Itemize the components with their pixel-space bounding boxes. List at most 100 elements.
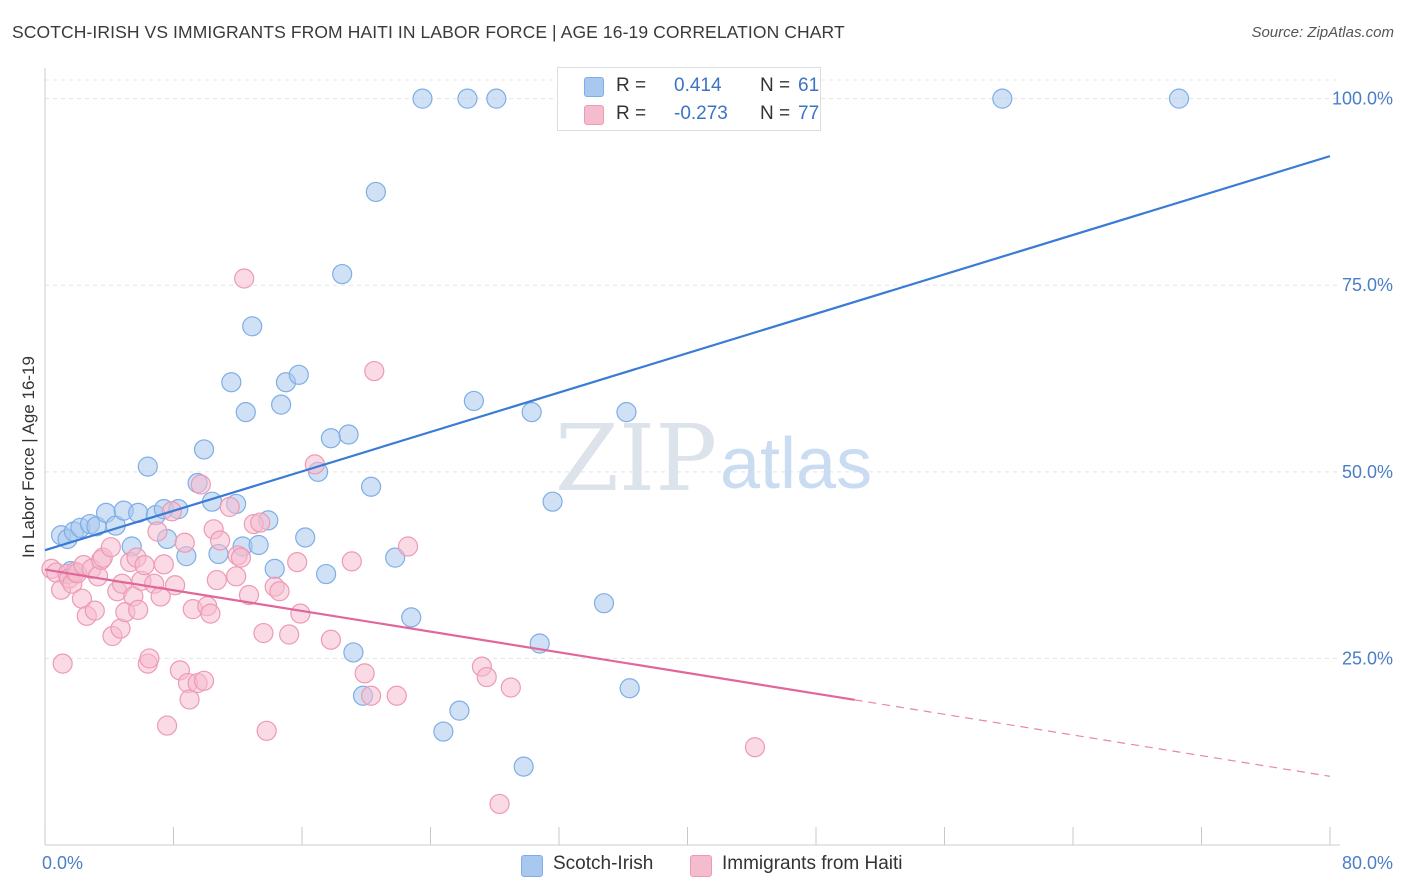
point-haiti bbox=[256, 720, 277, 741]
point-scotch-irish bbox=[521, 402, 542, 423]
series-label: Immigrants from Haiti bbox=[722, 853, 903, 874]
legend-r-label: R = bbox=[616, 75, 647, 96]
trend-line-haiti-extension bbox=[854, 699, 1331, 777]
point-haiti bbox=[360, 685, 382, 706]
point-scotch-irish bbox=[1168, 88, 1190, 109]
legend-n-value: 77 bbox=[798, 103, 820, 124]
point-scotch-irish bbox=[401, 607, 422, 628]
point-scotch-irish bbox=[343, 642, 364, 663]
x-tick-label-min: 0.0% bbox=[42, 853, 83, 873]
y-tick-label: 50.0% bbox=[1342, 462, 1393, 482]
point-haiti bbox=[320, 629, 342, 650]
point-haiti bbox=[238, 584, 260, 606]
point-haiti bbox=[341, 551, 362, 572]
y-tick-labels: 25.0% 50.0% 75.0% 100.0% bbox=[1332, 89, 1393, 669]
point-scotch-irish bbox=[264, 558, 285, 579]
point-haiti bbox=[200, 603, 221, 624]
point-haiti bbox=[52, 653, 73, 674]
point-scotch-irish bbox=[288, 364, 309, 385]
point-haiti bbox=[290, 603, 311, 624]
watermark: ZIP atlas bbox=[555, 405, 872, 512]
point-scotch-irish bbox=[365, 181, 386, 203]
watermark-zip: ZIP bbox=[555, 405, 717, 512]
point-haiti bbox=[500, 677, 521, 698]
point-scotch-irish bbox=[433, 721, 454, 742]
point-haiti bbox=[287, 552, 308, 573]
point-scotch-irish bbox=[360, 476, 382, 497]
series-swatch-scotch-irish bbox=[521, 855, 543, 877]
point-scotch-irish bbox=[271, 394, 292, 415]
point-scotch-irish bbox=[385, 547, 406, 568]
point-scotch-irish bbox=[242, 316, 263, 337]
series-legend: Scotch-Irish Immigrants from Haiti bbox=[0, 852, 1406, 878]
point-scotch-irish bbox=[616, 402, 637, 423]
y-tick-label: 100.0% bbox=[1332, 89, 1393, 109]
point-haiti bbox=[156, 715, 178, 736]
point-haiti bbox=[279, 624, 300, 645]
point-scotch-irish bbox=[137, 456, 158, 477]
point-scotch-irish bbox=[235, 402, 256, 423]
point-haiti bbox=[364, 360, 385, 382]
point-scotch-irish bbox=[320, 428, 342, 449]
series-label: Scotch-Irish bbox=[553, 853, 654, 874]
point-haiti bbox=[226, 566, 247, 587]
point-haiti bbox=[489, 793, 510, 815]
point-scotch-irish bbox=[619, 678, 640, 699]
point-haiti bbox=[134, 555, 155, 576]
point-haiti bbox=[269, 581, 290, 602]
point-haiti bbox=[153, 554, 174, 575]
point-haiti bbox=[386, 685, 407, 706]
legend-r-label: R = bbox=[616, 103, 647, 124]
point-haiti bbox=[250, 512, 271, 533]
y-tick-label: 75.0% bbox=[1342, 275, 1393, 295]
legend-swatch-haiti bbox=[584, 105, 604, 125]
series-swatch-haiti bbox=[690, 855, 712, 877]
point-scotch-irish bbox=[338, 424, 359, 445]
point-haiti bbox=[253, 622, 274, 644]
trend-line-scotch-irish bbox=[44, 155, 1331, 552]
point-scotch-irish bbox=[315, 563, 337, 585]
legend-n-value: 61 bbox=[798, 75, 820, 96]
trend-line-haiti bbox=[44, 568, 855, 701]
watermark-atlas: atlas bbox=[720, 424, 872, 504]
point-scotch-irish bbox=[248, 534, 269, 556]
point-scotch-irish bbox=[463, 390, 484, 412]
legend-n-label: N = bbox=[760, 103, 791, 124]
y-tick-label: 25.0% bbox=[1342, 648, 1393, 668]
legend-r-value: -0.273 bbox=[674, 103, 728, 124]
point-haiti bbox=[193, 670, 215, 691]
point-haiti bbox=[150, 586, 171, 607]
data-points bbox=[41, 88, 1190, 815]
point-haiti bbox=[397, 536, 419, 557]
point-scotch-irish bbox=[412, 88, 433, 109]
point-haiti bbox=[230, 547, 252, 568]
point-haiti bbox=[476, 666, 497, 688]
point-haiti bbox=[190, 474, 211, 495]
point-scotch-irish bbox=[486, 88, 507, 109]
point-scotch-irish bbox=[221, 372, 242, 393]
x-tick-label-max: 80.0% bbox=[1342, 853, 1393, 873]
point-scotch-irish bbox=[593, 593, 615, 614]
point-haiti bbox=[139, 648, 160, 669]
point-haiti bbox=[219, 496, 240, 518]
point-haiti bbox=[206, 569, 227, 591]
legend-n-label: N = bbox=[760, 75, 791, 96]
point-haiti bbox=[744, 737, 766, 758]
point-scotch-irish bbox=[542, 491, 563, 512]
source-credit: Source: ZipAtlas.com bbox=[1251, 24, 1394, 41]
point-haiti bbox=[100, 537, 121, 558]
stats-legend: R = 0.414 N = 61 R = -0.273 N = 77 bbox=[557, 67, 821, 131]
point-haiti bbox=[209, 530, 231, 551]
point-scotch-irish bbox=[295, 527, 316, 548]
point-scotch-irish bbox=[992, 88, 1013, 109]
point-scotch-irish bbox=[332, 263, 353, 285]
point-haiti bbox=[174, 532, 195, 553]
point-scotch-irish bbox=[513, 756, 534, 777]
axes bbox=[44, 68, 1340, 846]
point-haiti bbox=[179, 689, 200, 710]
point-haiti bbox=[128, 599, 149, 621]
point-haiti bbox=[84, 600, 105, 621]
legend-r-value: 0.414 bbox=[674, 75, 722, 96]
legend-swatch-scotch-irish bbox=[584, 77, 604, 97]
